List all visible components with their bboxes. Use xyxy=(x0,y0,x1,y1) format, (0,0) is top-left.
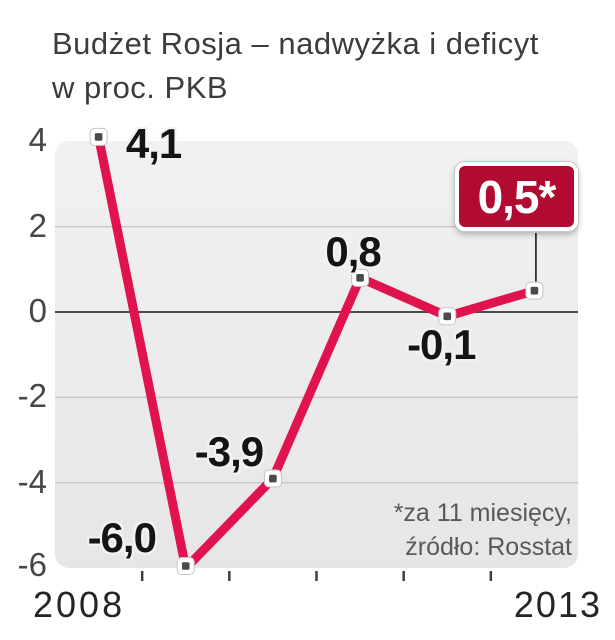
y-axis-label: 2 xyxy=(28,206,47,244)
footnote: *za 11 miesięcy, źródło: Rosstat xyxy=(300,496,572,564)
y-axis-label: -4 xyxy=(17,463,47,501)
point-value-label: -6,0 xyxy=(87,514,157,562)
data-point-marker-core xyxy=(443,312,452,321)
latest-value-badge: 0,5* xyxy=(455,162,578,231)
y-axis-label: 4 xyxy=(28,121,47,159)
point-value-label: -3,9 xyxy=(194,427,264,475)
x-axis-label-2008: 2008 xyxy=(33,584,126,625)
chart-title-line1: Budżet Rosja – nadwyżka i deficyt xyxy=(52,26,539,61)
y-axis-label: -6 xyxy=(17,546,47,584)
y-axis-label: -2 xyxy=(17,377,47,415)
data-line xyxy=(94,132,539,573)
data-point-marker-core xyxy=(530,286,539,295)
data-point-marker-core xyxy=(356,274,364,282)
footnote-line1: *za 11 miesięcy, xyxy=(393,499,572,527)
chart-title-line2: w proc. PKB xyxy=(52,70,229,105)
y-axis-label: 0 xyxy=(28,292,47,330)
data-point-marker-core xyxy=(94,133,103,141)
x-axis-label-2013: 2013 xyxy=(513,584,602,625)
point-value-label: 4,1 xyxy=(125,119,182,167)
point-value-label: -0,1 xyxy=(407,321,476,369)
chart-title: Budżet Rosja – nadwyżka i deficyt w proc… xyxy=(52,22,597,110)
data-point-marker-core xyxy=(181,562,190,570)
point-value-label: 0,8 xyxy=(325,227,381,275)
data-point-marker-core xyxy=(269,474,277,483)
badge-value: 0,5* xyxy=(477,170,557,223)
footnote-line2: źródło: Rosstat xyxy=(405,533,572,561)
y-axis: 4 2 0 -2 -4 -6 xyxy=(0,0,47,640)
